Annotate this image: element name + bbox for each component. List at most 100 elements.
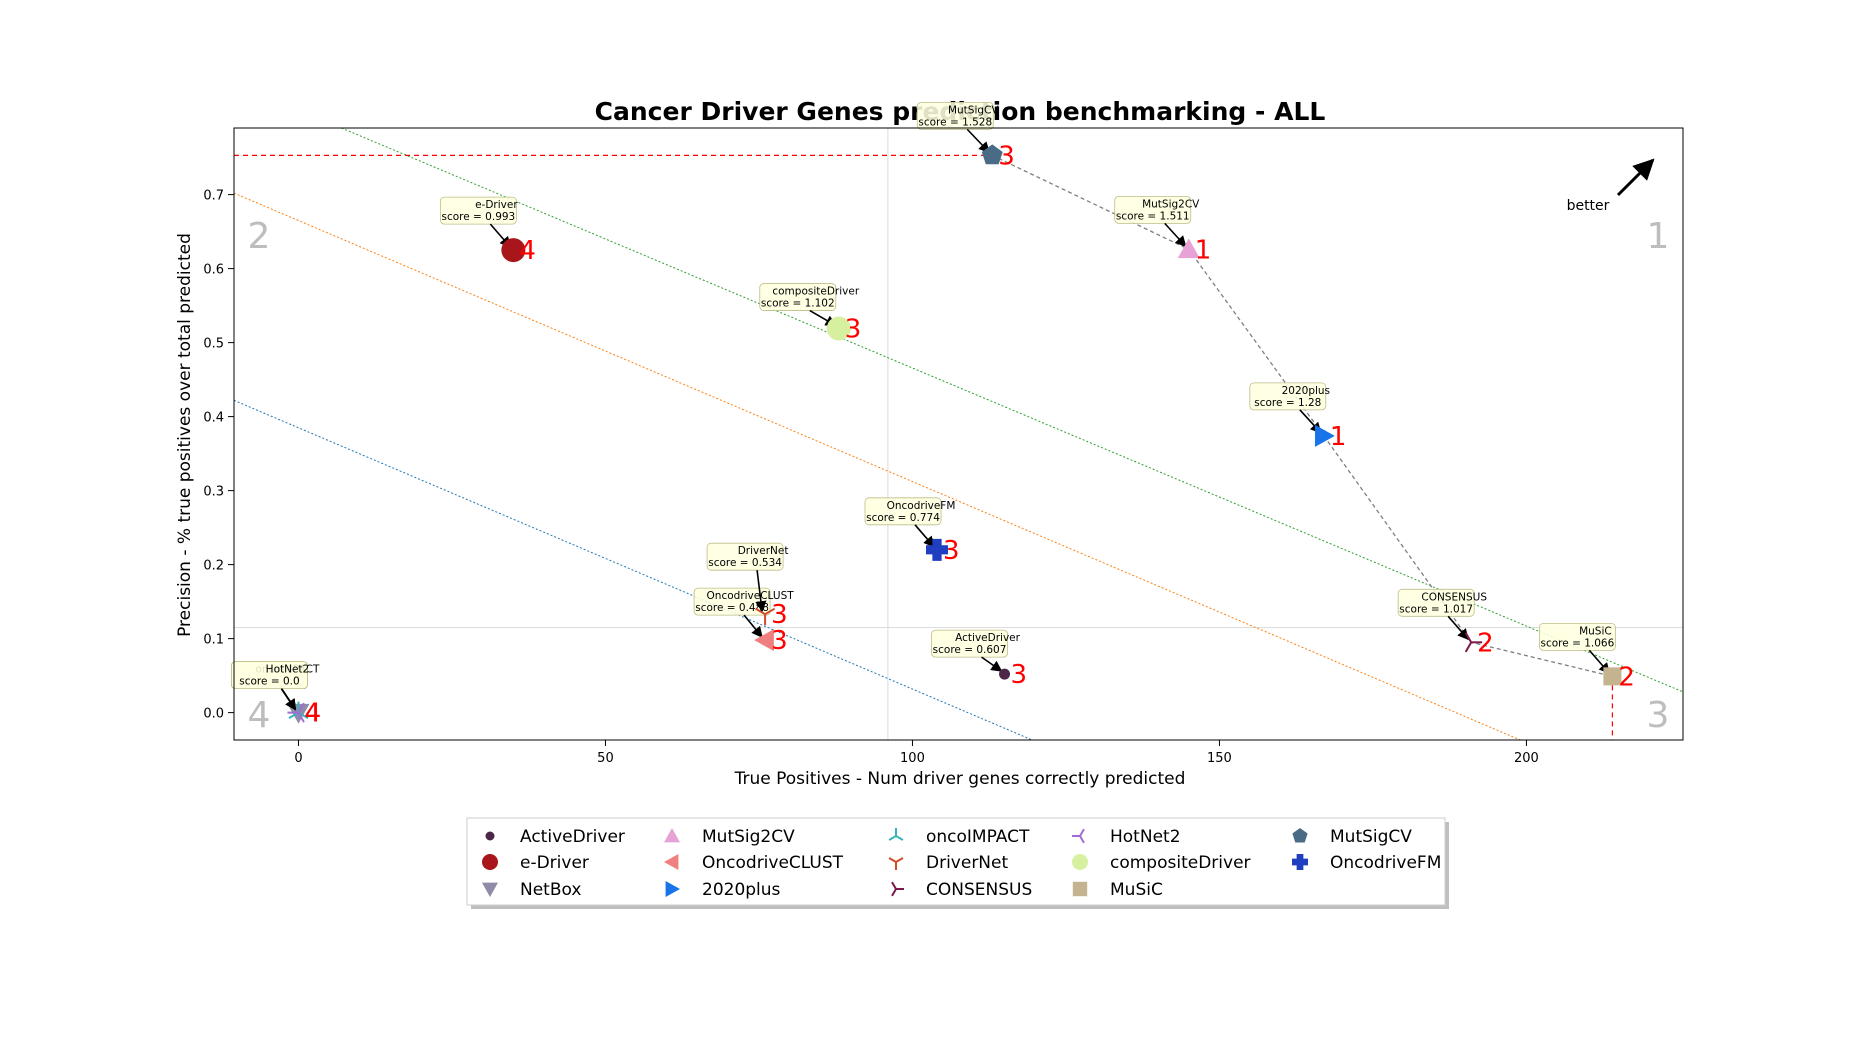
annotation-name-compositedriver: compositeDriver — [772, 286, 859, 298]
point-oncodrivefm — [926, 538, 949, 561]
point-compositedriver — [826, 316, 851, 341]
point-music — [1603, 667, 1622, 686]
point-mutsig2cv-shape — [1177, 238, 1200, 259]
rank-label-oncodrivefm: 3 — [943, 536, 960, 566]
annotation-name-drivernet: DriverNet — [738, 545, 789, 557]
point-activedriver-shape — [999, 668, 1011, 680]
y-tick-label-0.2: 0.2 — [203, 559, 224, 574]
point-drivernet-arm — [764, 607, 776, 616]
legend-label-mutsigcv: MutSigCV — [1330, 827, 1412, 847]
point-oncodriveclust-shape — [754, 629, 774, 652]
annotation-name-mutsig2cv: MutSig2CV — [1142, 198, 1200, 210]
annotation-score-oncodriveclust: score = 0.488 — [695, 602, 769, 614]
annotation-score-mutsigcv: score = 1.528 — [918, 116, 992, 128]
rank-label-hotnet2: 4 — [304, 699, 321, 729]
point-oncodrivefm-shape — [926, 538, 949, 561]
legend-label-activedriver: ActiveDriver — [520, 827, 625, 847]
rank-label-music: 2 — [1618, 662, 1635, 692]
point-music-shape — [1603, 667, 1622, 686]
legend-label-netbox: NetBox — [520, 880, 581, 900]
x-tick-label-0: 0 — [294, 751, 302, 766]
legend-marker-oncodrivefm-shape — [1292, 854, 1308, 870]
annotation-arrow-hotnet2 — [280, 688, 297, 711]
legend-marker-mutsigcv-shape — [1292, 828, 1308, 843]
legend-marker-e-driver — [482, 854, 498, 870]
annotation-score-oncodrivefm: score = 0.774 — [866, 512, 940, 524]
legend-marker-oncodriveclust-shape — [664, 854, 679, 870]
legend-label-drivernet: DriverNet — [926, 853, 1008, 873]
legend-marker-hotnet2 — [1072, 828, 1085, 844]
diagonal-line-1 — [233, 192, 1521, 741]
rank-label-oncodriveclust: 3 — [771, 626, 788, 656]
point-mutsigcv — [981, 144, 1003, 165]
legend-marker-activedriver — [485, 831, 495, 841]
legend-label-oncodrivefm: OncodriveFM — [1330, 853, 1441, 873]
legend-marker-mutsigcv — [1292, 828, 1308, 843]
point-consensus — [1464, 632, 1483, 653]
legend-label-2020plus: 2020plus — [702, 880, 781, 900]
point-2020plus-shape — [1315, 424, 1335, 447]
y-tick-label-0.7: 0.7 — [203, 189, 224, 204]
x-axis-label: True Positives - Num driver genes correc… — [734, 769, 1186, 789]
legend-marker-2020plus — [665, 881, 680, 897]
annotation-box-compositedriver — [759, 283, 837, 311]
annotation-box-consensus — [1397, 588, 1475, 617]
annotation-box-drivernet — [706, 542, 784, 571]
point-mutsig2cv — [1177, 238, 1200, 259]
legend-marker-consensus-arm — [891, 888, 897, 897]
point-consensus-arm — [1464, 632, 1473, 643]
legend-label-consensus: CONSENSUS — [926, 880, 1032, 900]
y-tick-label-0.3: 0.3 — [203, 485, 224, 500]
point-2020plus — [1315, 424, 1335, 447]
diagonal-line-0 — [341, 127, 1684, 693]
legend-marker-hotnet2-arm — [1079, 828, 1085, 837]
point-activedriver — [999, 668, 1011, 680]
legend-marker-music-shape — [1072, 881, 1088, 897]
legend-marker-oncoimpact — [888, 828, 904, 841]
better-arrow — [1616, 158, 1655, 197]
point-e-driver-shape — [501, 238, 526, 263]
annotation-score-mutsig2cv: score = 1.511 — [1116, 210, 1190, 222]
annotation-score-2020plus: score = 1.28 — [1254, 397, 1321, 409]
legend-marker-activedriver-shape — [485, 831, 495, 841]
rank-label-netbox: 4 — [304, 699, 321, 729]
annotation-arrow-oncodriveclust — [743, 614, 763, 638]
annotation-arrow-mutsig2cv — [1164, 222, 1187, 248]
legend-marker-netbox — [482, 882, 498, 897]
annotation-box-oncodrivefm — [864, 497, 942, 526]
legend-marker-oncoimpact-arm — [888, 835, 897, 841]
legend-marker-consensus-arm — [891, 881, 897, 890]
point-drivernet-arm — [755, 607, 766, 616]
x-tick-label-100: 100 — [900, 751, 925, 766]
rank-label-mutsigcv: 3 — [998, 141, 1015, 171]
annotation-box-hotnet2 — [231, 661, 308, 690]
y-tick-label-0.1: 0.1 — [203, 633, 224, 648]
y-tick-label-0: 0.0 — [203, 707, 224, 722]
point-drivernet — [755, 607, 776, 626]
legend-marker-drivernet-arm — [895, 857, 904, 863]
annotation-score-activedriver: score = 0.607 — [933, 644, 1007, 656]
legend-marker-mutsig2cv — [664, 828, 680, 843]
annotation-name-oncodrivefm: OncodriveFM — [887, 500, 956, 512]
legend-marker-e-driver-shape — [482, 854, 498, 870]
annotation-score-drivernet: score = 0.534 — [708, 557, 782, 569]
y-tick-label-0.4: 0.4 — [203, 411, 224, 426]
annotation-score-hotnet2: score = 0.0 — [239, 676, 299, 688]
y-tick-label-0.5: 0.5 — [203, 337, 224, 352]
quadrant-label-1: 1 — [1647, 216, 1670, 257]
rank-label-oncoimpact: 4 — [304, 699, 321, 729]
legend-label-e-driver: e-Driver — [520, 853, 589, 873]
annotation-name-e-driver: e-Driver — [475, 199, 518, 211]
rank-label-drivernet: 3 — [771, 600, 788, 630]
better-label: better — [1567, 198, 1610, 214]
annotation-name-consensus: CONSENSUS — [1421, 591, 1487, 603]
